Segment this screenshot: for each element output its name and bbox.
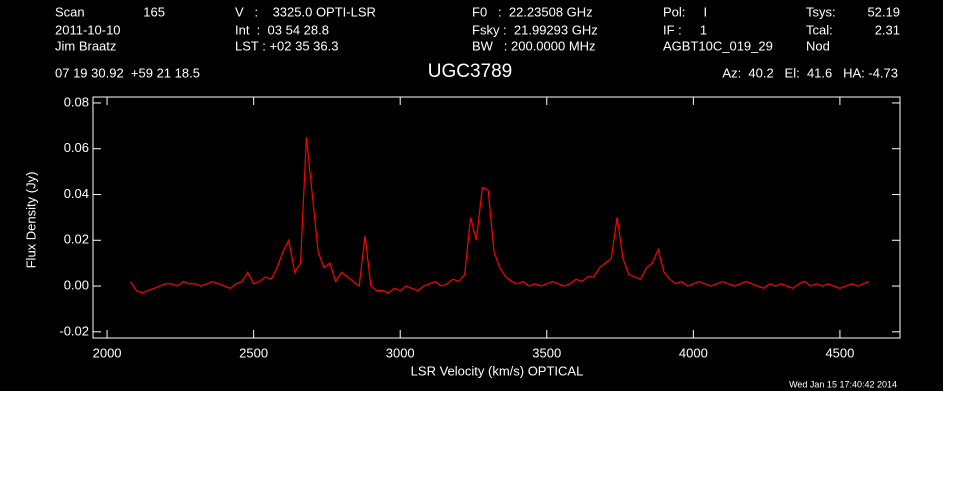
header-text: 07 19 30.92 +59 21 18.5 [55, 65, 200, 80]
x-tick-label: 2000 [93, 345, 122, 360]
x-tick-label: 4000 [679, 345, 708, 360]
header-text: 52.19 [867, 4, 900, 19]
header-text: Jim Braatz [55, 38, 116, 53]
header-text: Nod [806, 38, 830, 53]
header-text: IF : 1 [663, 22, 707, 37]
y-tick-label: 0.02 [64, 232, 89, 247]
x-tick-label: 2500 [239, 345, 268, 360]
x-tick-label: 3000 [386, 345, 415, 360]
chart-title: UGC3789 [428, 61, 513, 82]
header-text: V : 3325.0 OPTI-LSR [235, 4, 376, 19]
x-tick-label: 3500 [532, 345, 561, 360]
y-tick-label: 0.04 [64, 186, 89, 201]
header-text: 2.31 [875, 22, 900, 37]
header-text: Tcal: [806, 22, 833, 37]
header-text: Pol: I [663, 4, 707, 19]
x-tick-label: 4500 [825, 345, 854, 360]
y-tick-label: 0.00 [64, 277, 89, 292]
spectrum-line [130, 137, 870, 294]
header-text: Az: 40.2 El: 41.6 HA: -4.73 [722, 65, 898, 80]
header-text: BW : 200.0000 MHz [472, 38, 596, 53]
header-text: LST : +02 35 36.3 [235, 38, 338, 53]
footer-timestamp: Wed Jan 15 17:40:42 2014 [789, 379, 897, 389]
header-text: 165 [143, 4, 165, 19]
header-text: Tsys: [806, 4, 836, 19]
y-axis-label: Flux Density (Jy) [23, 172, 38, 269]
header-text: Scan [55, 4, 85, 19]
header-text: F0 : 22.23508 GHz [472, 4, 593, 19]
y-tick-label: 0.06 [64, 140, 89, 155]
y-tick-label: 0.08 [64, 94, 89, 109]
header-text: AGBT10C_019_29 [663, 38, 773, 53]
plot-frame [92, 96, 901, 339]
header-text: 2011-10-10 [55, 22, 121, 37]
header-text: Int : 03 54 28.8 [235, 22, 329, 37]
header-text: Fsky : 21.99293 GHz [472, 22, 598, 37]
plot-background [0, 0, 943, 391]
x-axis-label: LSR Velocity (km/s) OPTICAL [411, 363, 584, 378]
y-tick-label: -0.02 [59, 323, 89, 338]
